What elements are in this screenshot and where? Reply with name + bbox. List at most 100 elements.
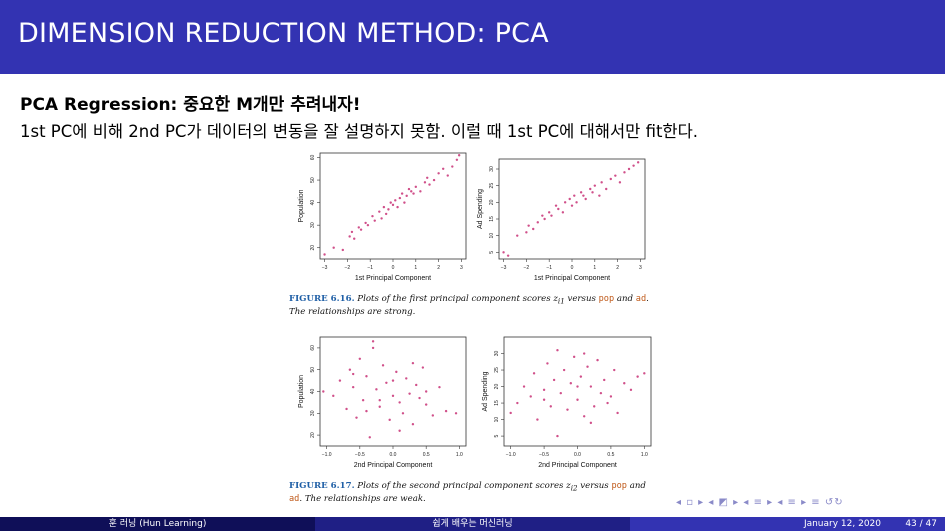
scatter-point [629, 388, 633, 392]
scatter-point [323, 253, 326, 256]
scatter-point [424, 390, 428, 393]
caption-code: ad [635, 294, 647, 304]
scatter-point [586, 365, 589, 368]
caption-code: pop [598, 294, 615, 304]
footer-author: 훈 러닝 (Hun Learning) [0, 517, 315, 531]
caption-text: . The relationships are strong. [289, 294, 649, 317]
scatter-point [575, 201, 578, 204]
scatter-point [552, 378, 556, 382]
scatter-point [556, 349, 559, 352]
scatter-point [387, 208, 390, 211]
y-tick-label: 5 [494, 434, 500, 437]
x-tick-label: 3 [639, 265, 642, 271]
caption-text: Plots of the second principal component … [357, 481, 571, 491]
scatter-point [332, 394, 335, 398]
scatter-point [589, 187, 592, 191]
x-tick-label: 1 [414, 265, 417, 271]
scatter-point [398, 196, 402, 200]
scatter-point [418, 396, 421, 400]
scatter-point [426, 176, 429, 180]
scatter-point [380, 217, 383, 220]
scatter-point [609, 177, 612, 181]
scatter-point [454, 412, 458, 415]
y-tick-label: 20 [494, 384, 500, 390]
scatter-point [423, 181, 427, 184]
scatter-point [384, 212, 388, 216]
y-tick-label: 40 [310, 200, 316, 206]
scatter-point [573, 194, 576, 197]
scatter-point [441, 167, 445, 170]
x-tick-label: 1.0 [456, 452, 463, 458]
scatter-point [373, 219, 376, 222]
scatter-point [351, 372, 355, 376]
scatter-point [455, 158, 459, 161]
x-tick-label: −0.5 [355, 452, 365, 458]
scatter-point [566, 408, 569, 411]
scatter-point [378, 405, 381, 408]
scatter-point [419, 190, 422, 193]
y-tick-label: 20 [489, 199, 495, 205]
scatter-point [546, 362, 549, 365]
scatter-point [403, 201, 406, 204]
x-tick-label: 0 [571, 265, 574, 271]
scatter-point [350, 230, 354, 234]
scatter-point [391, 203, 395, 207]
footer-course: 쉽게 배우는 머신러닝 [315, 517, 630, 531]
scatter-point [446, 174, 449, 177]
scatter-point [568, 197, 571, 201]
x-axis-label: 1st Principal Component [355, 275, 431, 282]
caption-text: and [614, 294, 636, 304]
scatter-point [391, 394, 395, 398]
x-tick-label: −3 [501, 265, 507, 271]
caption-text: and [626, 481, 646, 491]
beamer-navigation-icons[interactable]: ◂ ▫ ▸ ◂ ◩ ▸ ◂ ≡ ▸ ◂ ≡ ▸ ≡ ↺↻ [676, 497, 844, 508]
scatter-point [357, 226, 360, 229]
scatter-point [414, 185, 418, 189]
scatter-point [614, 174, 617, 177]
scatter-point [359, 228, 363, 231]
scatter-point [353, 237, 356, 240]
y-tick-label: 30 [310, 222, 316, 228]
scatter-point [541, 214, 544, 217]
scatter-point [582, 352, 586, 355]
scatter-point [532, 227, 535, 231]
figure-6-17-caption: FIGURE 6.17. Plots of the second princip… [289, 481, 659, 505]
scatter-point [431, 414, 435, 417]
x-tick-label: 3 [460, 265, 463, 271]
y-tick-label: 5 [489, 251, 495, 254]
scatter-point [428, 183, 431, 186]
scatter-point [411, 423, 415, 426]
scatter-point [623, 171, 626, 174]
scatter-point [365, 375, 368, 378]
x-tick-label: −2 [345, 265, 351, 271]
scatter-point [543, 217, 546, 221]
scatter-point [529, 395, 532, 398]
scatter-point [623, 382, 626, 385]
scatter-point [378, 399, 381, 402]
scatter-point [600, 181, 603, 184]
scatter-point [582, 415, 586, 418]
y-tick-label: 60 [310, 155, 316, 161]
scatter-point [536, 221, 539, 224]
scatter-point [632, 164, 635, 167]
scatter-point [437, 172, 440, 175]
scatter-point [378, 210, 381, 213]
scatter-point [381, 364, 385, 367]
x-axis-label: 2nd Principal Component [538, 462, 617, 469]
scatter-point [405, 377, 408, 380]
scatter-point [388, 418, 391, 422]
caption-code: pop [611, 481, 627, 491]
y-tick-label: 30 [489, 166, 495, 172]
scatter-point [561, 211, 565, 214]
scatter-point [358, 357, 362, 360]
scatter-point [536, 418, 539, 421]
caption-code: ad [289, 493, 300, 504]
scatter-point [525, 231, 528, 234]
y-tick-label: 25 [494, 367, 500, 373]
scatter-point [400, 192, 404, 195]
y-tick-label: 15 [489, 216, 495, 222]
x-tick-label: −1.0 [322, 452, 332, 458]
caption-text: . The relationships are weak. [299, 493, 426, 504]
figure-6-16-caption: FIGURE 6.16. Plots of the first principa… [289, 294, 659, 318]
scatter-point [532, 372, 536, 375]
